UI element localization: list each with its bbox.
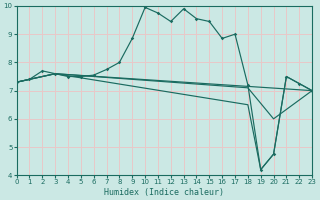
X-axis label: Humidex (Indice chaleur): Humidex (Indice chaleur): [104, 188, 224, 197]
